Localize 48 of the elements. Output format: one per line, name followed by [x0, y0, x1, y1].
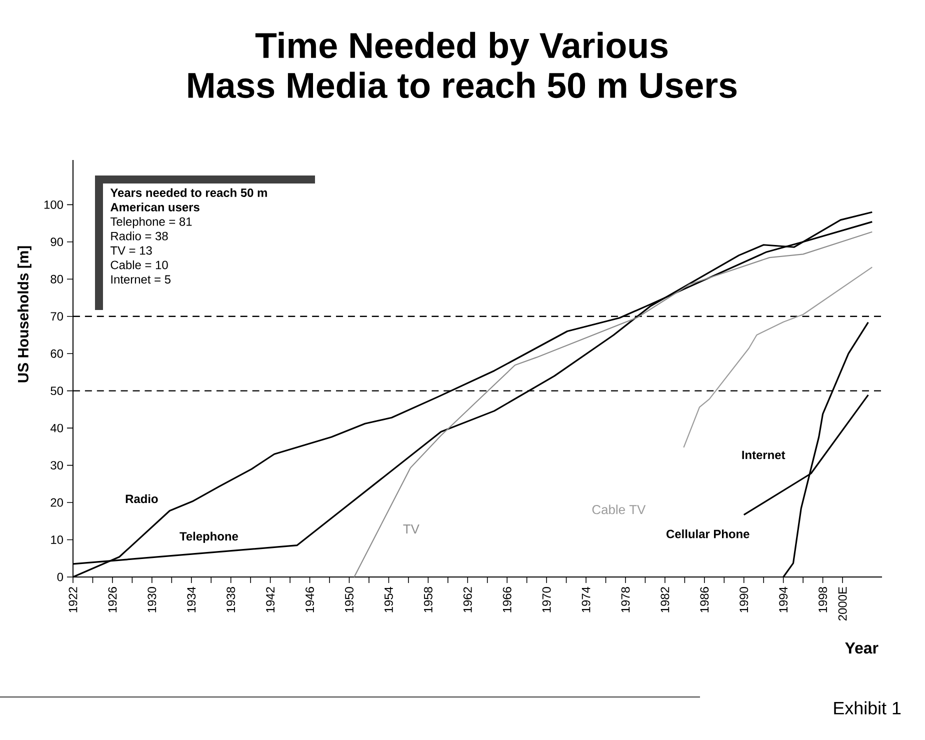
- y-tick-label: 90: [50, 238, 64, 246]
- x-tick-label: 1926: [108, 587, 117, 612]
- y-tick-label: 80: [50, 274, 64, 284]
- text: Internet: [742, 450, 786, 460]
- series-label: TV: [403, 524, 420, 534]
- x-tick-label: 1966: [502, 587, 512, 612]
- x-tick-label: 1930: [148, 586, 156, 612]
- x-tick-label: 1974: [582, 586, 590, 612]
- x-tick-label: 1994: [779, 586, 788, 612]
- x-tick-label: 1962: [463, 587, 472, 612]
- x-tick-label: 1946: [306, 587, 314, 612]
- x-tick-label: 1922: [68, 587, 78, 612]
- x-tick-label: 1998: [818, 587, 828, 612]
- y-tick-label: 100: [44, 200, 64, 209]
- x-tick-label: 1934: [187, 586, 196, 612]
- annotation: Radio = 38: [111, 232, 168, 240]
- y-axis-title: US Households [m]: [17, 246, 32, 382]
- annotation: Telephone = 81: [110, 217, 192, 228]
- series-label: Radio: [126, 494, 158, 504]
- y-tick-label: 40: [50, 424, 64, 432]
- y-tick-label: 60: [50, 349, 64, 358]
- annotation: Years needed to reach 50 m American users: [110, 188, 267, 212]
- x-tick-label: 2000E: [838, 587, 847, 620]
- series-label: Cellular Phone: [666, 529, 750, 538]
- text: Cable TV: [592, 504, 646, 514]
- x-tick-label: 1990: [740, 586, 748, 612]
- y-tick-label: 70: [50, 312, 64, 321]
- y-tick-label: 20: [50, 498, 64, 507]
- y-tick-label: 30: [50, 461, 64, 470]
- x-tick-label: 1982: [660, 587, 670, 612]
- x-tick-label: 1950: [345, 586, 354, 612]
- y-tick-label: 0: [57, 572, 64, 582]
- x-tick-label: 1938: [226, 587, 236, 612]
- x-tick-label: 1954: [384, 586, 393, 612]
- x-tick-label: 1970: [542, 586, 551, 612]
- text: Exhibit 1: [834, 701, 901, 714]
- x-tick-label: 1942: [266, 587, 275, 612]
- chart-title: Time Needed by Various Mass Media to reach 50 m Users: [188, 32, 737, 98]
- annotation: TV = 13: [110, 246, 152, 255]
- annotation: Cable = 10: [110, 260, 168, 270]
- x-tick-label: 1986: [700, 587, 709, 612]
- y-tick-label: 10: [51, 536, 64, 544]
- y-tick-label: 50: [50, 386, 64, 396]
- series-label: Telephone: [180, 532, 238, 543]
- x-axis-title: Year: [845, 642, 878, 654]
- annotation: Internet = 5: [111, 275, 170, 284]
- x-tick-label: 1958: [424, 587, 432, 612]
- x-tick-label: 1978: [621, 587, 630, 612]
